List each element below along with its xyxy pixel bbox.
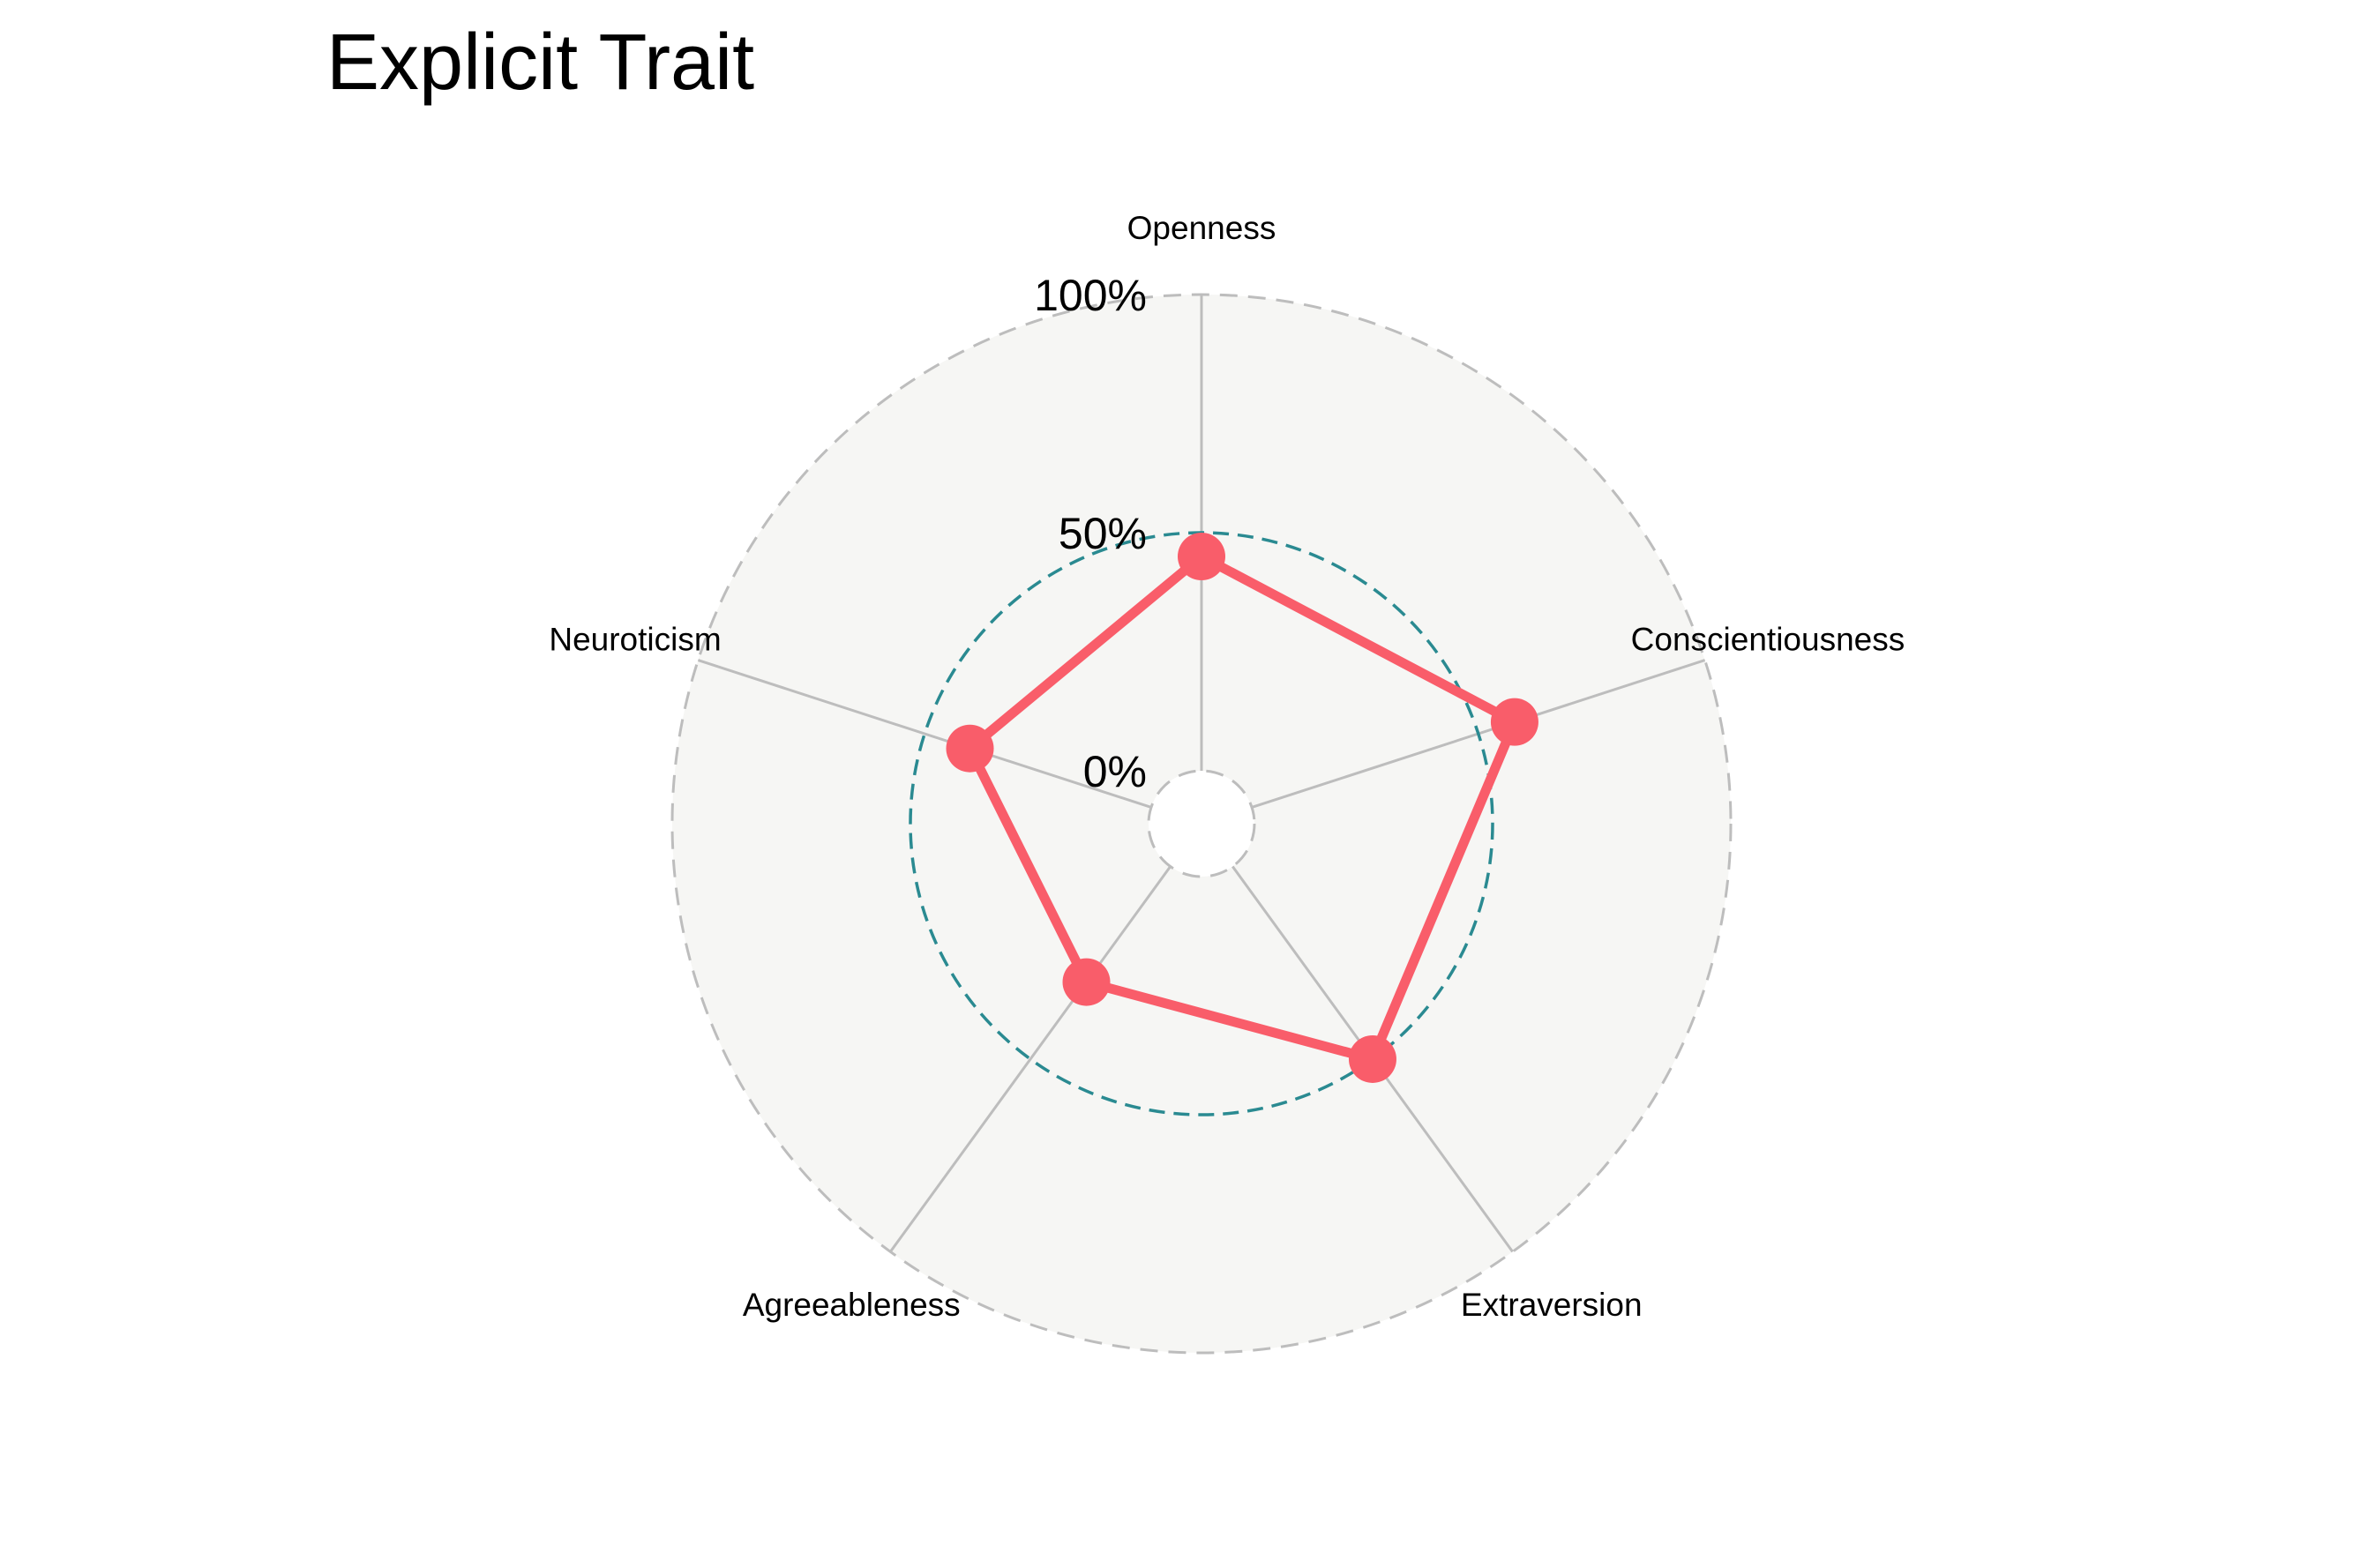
radar-spokes-layer xyxy=(697,295,1706,1253)
radar-spoke-agreeableness xyxy=(889,865,1172,1253)
radar-point-conscientiousness xyxy=(1490,698,1538,746)
radar-point-agreeableness xyxy=(1062,958,1111,1006)
radar-tick-label-100: 100% xyxy=(1034,271,1147,320)
radar-tick-label-0: 0% xyxy=(1083,747,1147,796)
radar-point-neuroticism xyxy=(946,724,994,773)
radar-spoke-neuroticism xyxy=(697,659,1152,809)
radar-axis-label-conscientiousness: Conscientiousness xyxy=(1631,621,1905,657)
radar-gridline-0 xyxy=(1147,769,1256,878)
radar-tick-label-50: 50% xyxy=(1059,509,1147,558)
radar-axis-label-extraversion: Extraversion xyxy=(1461,1287,1643,1323)
radar-axis-label-agreeableness: Agreeableness xyxy=(743,1287,961,1323)
radar-gridline-100 xyxy=(670,293,1733,1355)
radar-axis-label-openness: Openness xyxy=(1127,210,1276,246)
radar-series-layer xyxy=(946,533,1538,1083)
radar-labels-layer: 0% 50% 100% Openness Conscientiousness Extrav… xyxy=(549,210,1905,1323)
radar-point-openness xyxy=(1178,533,1225,580)
radar-axis-label-neuroticism: Neuroticism xyxy=(549,621,721,657)
radar-background-layer xyxy=(672,295,1731,1353)
radar-background xyxy=(672,295,1731,1353)
radar-point-extraversion xyxy=(1348,1034,1396,1083)
radar-series-line xyxy=(965,551,1520,1064)
chart-title: Explicit Trait xyxy=(326,19,755,107)
